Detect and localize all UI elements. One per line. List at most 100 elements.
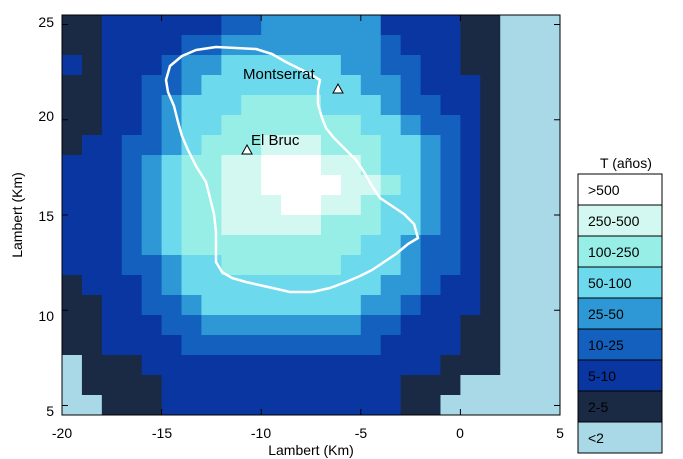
grid-cell xyxy=(241,235,262,256)
grid-cell xyxy=(281,375,302,396)
grid-cell xyxy=(221,355,242,376)
grid-cell xyxy=(81,235,103,256)
grid-cell xyxy=(81,315,103,336)
grid-cell xyxy=(101,395,123,416)
grid-cell xyxy=(161,175,183,196)
grid-cell xyxy=(480,375,501,396)
grid-cell xyxy=(500,395,521,416)
grid-cell xyxy=(460,355,481,376)
grid-cell xyxy=(340,335,362,356)
grid-cell xyxy=(340,75,362,96)
grid-cell xyxy=(121,155,143,176)
grid-cell xyxy=(320,155,342,176)
grid-cell xyxy=(480,75,501,96)
grid-cell xyxy=(141,275,163,296)
grid-cell xyxy=(121,175,143,196)
y-tick-label: 20 xyxy=(38,108,54,124)
grid-cell xyxy=(320,235,342,256)
grid-cell xyxy=(241,195,262,216)
grid-cell xyxy=(380,75,402,96)
grid-cell xyxy=(340,95,362,116)
grid-cell xyxy=(400,275,422,296)
grid-cell xyxy=(161,295,183,316)
grid-cell xyxy=(380,315,402,336)
grid-cell xyxy=(320,15,342,36)
grid-cell xyxy=(261,275,282,296)
grid-cell xyxy=(62,375,83,396)
grid-cell xyxy=(62,195,83,216)
grid-cell xyxy=(540,175,561,196)
grid-cell xyxy=(161,155,183,176)
grid-cell xyxy=(221,115,242,136)
grid-cell xyxy=(380,155,402,176)
grid-cell xyxy=(360,395,382,416)
grid-cell xyxy=(420,395,441,416)
grid-cell xyxy=(62,275,83,296)
grid-cell xyxy=(340,375,362,396)
y-axis-title: Lambert (Km) xyxy=(9,172,25,258)
grid-cell xyxy=(420,335,441,356)
grid-cell xyxy=(81,335,103,356)
grid-cell xyxy=(241,75,262,96)
grid-cell xyxy=(121,335,143,356)
grid-cell xyxy=(360,355,382,376)
grid-cell xyxy=(181,275,202,296)
legend-label: >500 xyxy=(588,182,620,198)
grid-cell xyxy=(241,375,262,396)
grid-cell xyxy=(460,255,481,276)
grid-cell xyxy=(520,75,541,96)
grid-cell xyxy=(360,255,382,276)
montserrat-label: Montserrat xyxy=(243,66,316,83)
grid-cell xyxy=(420,235,441,256)
grid-cell xyxy=(500,35,521,56)
grid-cell xyxy=(400,155,422,176)
grid-cell xyxy=(500,55,521,76)
grid-cell xyxy=(161,15,183,36)
grid-cell xyxy=(540,15,561,36)
grid-cell xyxy=(201,55,222,76)
grid-cell xyxy=(420,275,441,296)
grid-cell xyxy=(241,115,262,136)
grid-cell xyxy=(301,15,322,36)
grid-cell xyxy=(420,255,441,276)
grid-cell xyxy=(81,355,103,376)
grid-cell xyxy=(360,215,382,236)
grid-cell xyxy=(181,155,202,176)
grid-cell xyxy=(62,355,83,376)
grid-cell xyxy=(540,295,561,316)
grid-cell xyxy=(380,35,402,56)
grid-cell xyxy=(440,295,461,316)
grid-cell xyxy=(360,275,382,296)
triangle-icon xyxy=(241,143,253,155)
grid-cell xyxy=(121,115,143,136)
grid-cell xyxy=(400,375,422,396)
grid-cell xyxy=(181,115,202,136)
grid-cell xyxy=(101,115,123,136)
grid-cell xyxy=(520,95,541,116)
grid-cell xyxy=(520,215,541,236)
grid-cell xyxy=(520,235,541,256)
grid-cell xyxy=(241,55,262,76)
grid-cell xyxy=(81,155,103,176)
raster-grid xyxy=(62,15,561,416)
grid-cell xyxy=(440,75,461,96)
grid-cell xyxy=(440,35,461,56)
grid-cell xyxy=(161,195,183,216)
grid-cell xyxy=(340,315,362,336)
grid-cell xyxy=(360,35,382,56)
grid-cell xyxy=(261,175,282,196)
grid-cell xyxy=(101,355,123,376)
grid-cell xyxy=(400,35,422,56)
grid-cell xyxy=(261,315,282,336)
grid-cell xyxy=(62,75,83,96)
grid-cell xyxy=(320,55,342,76)
grid-cell xyxy=(141,315,163,336)
grid-cell xyxy=(301,395,322,416)
grid-cell xyxy=(500,235,521,256)
grid-cell xyxy=(241,275,262,296)
grid-cell xyxy=(540,195,561,216)
grid-cell xyxy=(540,335,561,356)
grid-cell xyxy=(480,135,501,156)
legend-label: 100-250 xyxy=(588,244,640,260)
grid-cell xyxy=(440,195,461,216)
